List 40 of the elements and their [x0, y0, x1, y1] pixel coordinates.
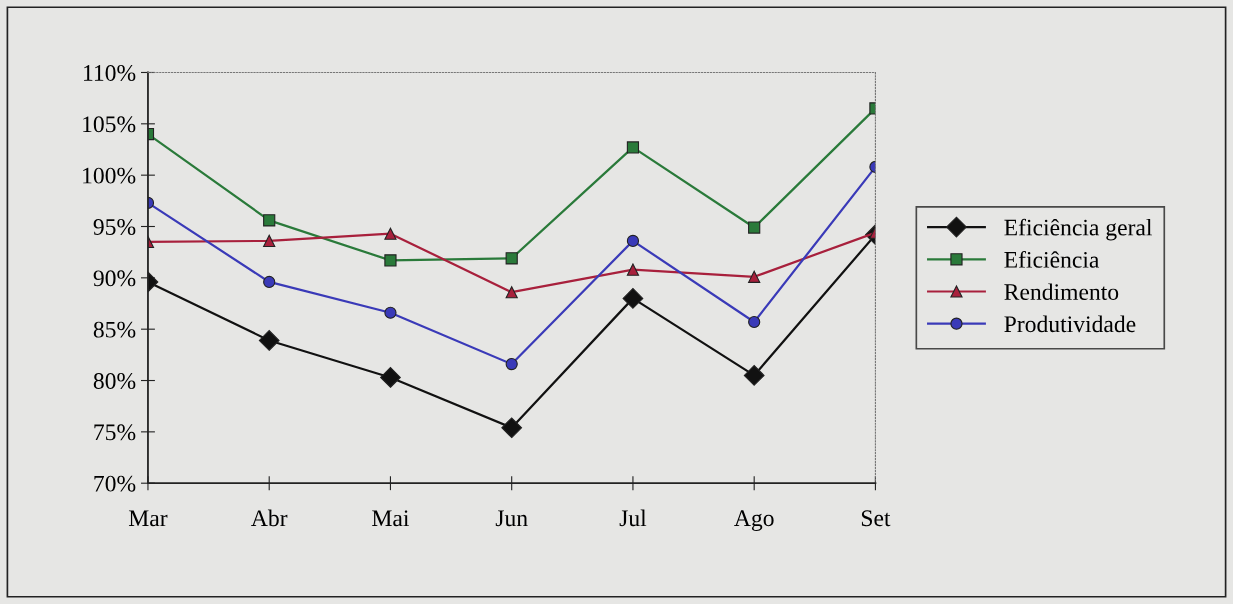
x-tick-label: Ago — [734, 510, 774, 531]
point — [626, 234, 640, 247]
point — [626, 263, 640, 276]
point — [748, 270, 761, 283]
y-tick-label: 95% — [93, 218, 136, 235]
point — [748, 221, 761, 234]
x-tick-label: Abr — [251, 509, 288, 527]
x-tick-label: Mar — [128, 510, 168, 527]
y-tick-label: 85% — [93, 321, 136, 338]
y-tick-label: 105% — [83, 116, 136, 133]
point — [384, 227, 397, 240]
point — [505, 252, 518, 265]
legend-label: Produtividade — [1004, 315, 1136, 333]
legend-label: Rendimento — [1004, 283, 1119, 300]
legend-label: Eficiência — [1004, 250, 1100, 268]
point — [384, 254, 397, 267]
x-tick-label: Set — [861, 510, 891, 527]
y-tick-label: 110% — [84, 64, 136, 81]
point — [743, 365, 765, 386]
y-tick-label: 80% — [93, 373, 136, 390]
point — [384, 306, 397, 319]
y-tick-label: 75% — [94, 424, 136, 441]
point — [505, 286, 518, 299]
y-tick-label: 90% — [93, 270, 136, 287]
x-tick-label: Jul — [619, 509, 647, 527]
point — [626, 141, 640, 154]
point — [501, 417, 523, 439]
y-tick-label: 100% — [83, 167, 136, 184]
point — [263, 275, 276, 289]
point — [263, 214, 276, 227]
point — [380, 367, 401, 388]
x-tick-label: Mai — [372, 510, 410, 527]
point — [263, 234, 276, 247]
legend-label: Eficiência geral — [1004, 218, 1152, 241]
y-tick-label: 70% — [94, 475, 136, 492]
point — [258, 330, 280, 351]
point — [622, 288, 644, 309]
point — [505, 357, 518, 371]
point — [748, 315, 761, 329]
x-tick-label: Jun — [495, 510, 528, 527]
